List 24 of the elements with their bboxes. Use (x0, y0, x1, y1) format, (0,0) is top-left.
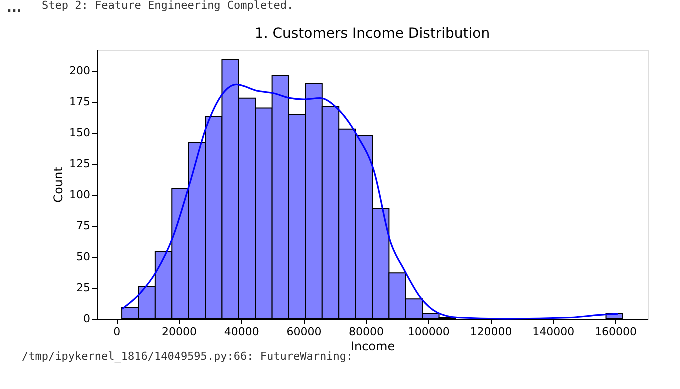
y-tick-label: 50 (76, 250, 90, 264)
text: Step 2: Feature Engineering Completed. (42, 0, 294, 12)
y-tick-label: 200 (70, 64, 90, 78)
y-axis-title: Count (52, 166, 66, 203)
text: ... (7, 1, 22, 16)
y-tick-label: 150 (70, 126, 90, 140)
y-tick-label: 0 (84, 312, 90, 326)
text: /tmp/ipykernel_1816/14049595.py:66: FutureWarning: (22, 350, 354, 363)
x-tick-label: 100000 (408, 326, 450, 338)
x-tick-label: 20000 (162, 326, 197, 338)
y-tick-label: 100 (70, 188, 90, 202)
x-tick-label: 160000 (594, 326, 637, 338)
x-tick-label: 140000 (532, 326, 575, 338)
y-tick-label: 125 (70, 158, 90, 171)
x-axis-title: Income (350, 340, 396, 354)
x-tick-label: 60000 (286, 326, 322, 338)
x-tick-label: 40000 (224, 326, 260, 338)
y-tick-label: 25 (76, 282, 90, 295)
x-tick-label: 80000 (349, 326, 384, 338)
y-tick-label: 175 (70, 96, 90, 109)
chart-title: 1. Customers Income Distribution (254, 26, 490, 42)
x-tick-label: 0 (114, 326, 121, 338)
y-tick-label: 75 (76, 220, 90, 233)
x-tick-label: 120000 (470, 326, 512, 338)
